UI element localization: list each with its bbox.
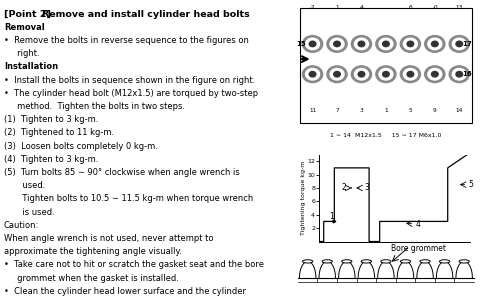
Text: right.: right.	[4, 49, 39, 58]
Text: [Point 2]: [Point 2]	[4, 10, 51, 19]
Circle shape	[327, 36, 347, 52]
Y-axis label: Tightening torque kg-m: Tightening torque kg-m	[301, 161, 306, 235]
Text: 3: 3	[365, 184, 370, 193]
Circle shape	[361, 260, 372, 263]
Circle shape	[381, 260, 391, 263]
Circle shape	[428, 38, 442, 50]
Circle shape	[400, 66, 420, 82]
Text: (2)  Tightened to 11 kg-m.: (2) Tightened to 11 kg-m.	[4, 128, 114, 137]
Text: •  The cylinder head bolt (M12x1.5) are torqued by two-step: • The cylinder head bolt (M12x1.5) are t…	[4, 89, 258, 98]
Circle shape	[376, 36, 396, 52]
Text: 7: 7	[335, 108, 339, 113]
Text: 15: 15	[296, 41, 306, 47]
Text: 13: 13	[456, 5, 463, 10]
Text: 6: 6	[408, 5, 412, 10]
Circle shape	[400, 260, 410, 263]
Circle shape	[330, 68, 344, 80]
Circle shape	[334, 41, 340, 46]
Circle shape	[403, 68, 417, 80]
Text: 11: 11	[309, 108, 316, 113]
Text: Installation: Installation	[4, 62, 58, 71]
Circle shape	[432, 41, 438, 46]
Circle shape	[322, 260, 332, 263]
Circle shape	[379, 68, 393, 80]
Circle shape	[302, 260, 313, 263]
Circle shape	[302, 66, 323, 82]
Text: 4: 4	[360, 5, 363, 10]
Circle shape	[459, 260, 469, 263]
Circle shape	[383, 71, 389, 77]
Text: 1: 1	[384, 108, 388, 113]
Circle shape	[355, 38, 369, 50]
Circle shape	[452, 38, 466, 50]
Circle shape	[309, 41, 316, 46]
Circle shape	[456, 71, 463, 77]
Text: method.  Tighten the bolts in two steps.: method. Tighten the bolts in two steps.	[4, 102, 185, 111]
Circle shape	[432, 71, 438, 77]
Text: 1: 1	[335, 5, 339, 10]
Bar	[300, 8, 472, 123]
Text: When angle wrench is not used, never attempt to: When angle wrench is not used, never att…	[4, 234, 213, 243]
Text: 2: 2	[341, 184, 346, 193]
Circle shape	[407, 41, 414, 46]
Circle shape	[428, 68, 442, 80]
Text: 5: 5	[408, 108, 412, 113]
Text: •  Install the bolts in sequence shown in the figure on right.: • Install the bolts in sequence shown in…	[4, 76, 255, 85]
Text: (5)  Turn bolts 85 ∼ 90° clockwise when angle wrench is: (5) Turn bolts 85 ∼ 90° clockwise when a…	[4, 168, 240, 177]
Circle shape	[355, 68, 369, 80]
Text: 17: 17	[462, 41, 472, 47]
Circle shape	[452, 68, 466, 80]
Text: ·2: ·2	[310, 5, 315, 10]
Circle shape	[376, 66, 396, 82]
Circle shape	[342, 260, 352, 263]
Text: (3)  Loosen bolts completely 0 kg-m.: (3) Loosen bolts completely 0 kg-m.	[4, 142, 158, 151]
Circle shape	[425, 36, 445, 52]
Text: (4)  Tighten to 3 kg-m.: (4) Tighten to 3 kg-m.	[4, 155, 98, 164]
Circle shape	[449, 66, 469, 82]
Circle shape	[440, 260, 450, 263]
Circle shape	[403, 38, 417, 50]
Circle shape	[358, 41, 365, 46]
Text: approximate the tightening angle visually.: approximate the tightening angle visuall…	[4, 247, 182, 256]
Text: used.: used.	[4, 181, 45, 190]
Circle shape	[327, 66, 347, 82]
Circle shape	[379, 38, 393, 50]
Text: •  Remove the bolts in reverse sequence to the figures on: • Remove the bolts in reverse sequence t…	[4, 36, 249, 45]
Text: 3: 3	[360, 108, 363, 113]
Text: Tighten bolts to 10.5 ∼ 11.5 kg-m when torque wrench: Tighten bolts to 10.5 ∼ 11.5 kg-m when t…	[4, 194, 253, 203]
Text: ·0: ·0	[432, 5, 438, 10]
Text: •  Take care not to hit or scratch the gasket seat and the bore: • Take care not to hit or scratch the ga…	[4, 260, 264, 269]
Text: Removal: Removal	[4, 23, 45, 32]
Circle shape	[330, 38, 344, 50]
Circle shape	[407, 71, 414, 77]
Circle shape	[306, 68, 320, 80]
Circle shape	[449, 36, 469, 52]
Text: 9: 9	[433, 108, 437, 113]
Text: Bore grommet: Bore grommet	[391, 244, 446, 253]
Text: •  Clean the cylinder head lower surface and the cylinder: • Clean the cylinder head lower surface …	[4, 287, 246, 296]
Circle shape	[302, 36, 323, 52]
Text: is used.: is used.	[4, 208, 55, 217]
Text: 14: 14	[456, 108, 463, 113]
Circle shape	[306, 38, 320, 50]
Text: (1)  Tighten to 3 kg-m.: (1) Tighten to 3 kg-m.	[4, 115, 98, 124]
Text: 16: 16	[462, 71, 472, 77]
Text: 5: 5	[468, 180, 473, 189]
Text: 1: 1	[329, 212, 334, 221]
Circle shape	[400, 36, 420, 52]
Circle shape	[425, 66, 445, 82]
Circle shape	[456, 41, 463, 46]
Circle shape	[358, 71, 365, 77]
Text: 4: 4	[415, 220, 420, 229]
Circle shape	[351, 66, 372, 82]
Circle shape	[383, 41, 389, 46]
Text: Caution:: Caution:	[4, 221, 39, 230]
Text: Remove and install cylinder head bolts: Remove and install cylinder head bolts	[42, 10, 250, 19]
Circle shape	[351, 36, 372, 52]
Circle shape	[334, 71, 340, 77]
Circle shape	[309, 71, 316, 77]
Text: 1 ∼ 14  M12x1.5     15 ∼ 17 M6x1.0: 1 ∼ 14 M12x1.5 15 ∼ 17 M6x1.0	[330, 133, 442, 138]
Text: grommet when the gasket is installed.: grommet when the gasket is installed.	[4, 274, 179, 283]
Circle shape	[420, 260, 430, 263]
